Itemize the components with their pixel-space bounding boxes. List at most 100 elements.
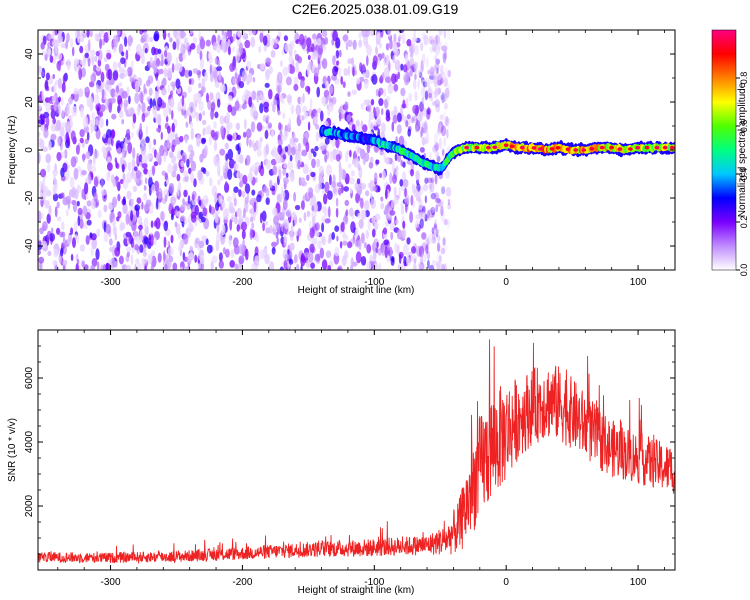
noise-speckle (286, 208, 292, 218)
noise-speckle (311, 158, 316, 169)
noise-speckle (362, 156, 366, 166)
noise-speckle (232, 46, 235, 53)
noise-speckle (439, 200, 444, 208)
noise-speckle (429, 46, 435, 54)
noise-speckle (74, 233, 78, 240)
noise-speckle (188, 70, 193, 77)
noise-speckle (420, 130, 423, 138)
noise-speckle (127, 141, 133, 154)
noise-speckle (118, 67, 125, 73)
noise-speckle (163, 220, 169, 232)
noise-speckle (174, 221, 178, 228)
noise-speckle (132, 185, 138, 193)
noise-speckle (106, 52, 112, 60)
noise-speckle (297, 228, 302, 237)
noise-speckle (40, 124, 45, 131)
noise-speckle (143, 168, 149, 175)
noise-speckle (228, 201, 234, 213)
noise-speckle (349, 187, 353, 194)
noise-speckle (150, 263, 154, 270)
noise-speckle (180, 41, 184, 52)
noise-speckle (62, 259, 68, 266)
noise-speckle (226, 134, 233, 141)
noise-speckle (402, 161, 406, 168)
noise-speckle (315, 131, 320, 142)
track-peak (669, 145, 675, 150)
noise-speckle (442, 51, 447, 61)
noise-speckle (360, 182, 367, 190)
noise-speckle (414, 107, 419, 117)
noise-speckle (167, 125, 171, 134)
noise-speckle (283, 259, 288, 270)
noise-speckle (290, 104, 295, 115)
noise-speckle (413, 61, 419, 69)
y-tick-label: 4000 (24, 430, 35, 453)
noise-speckle (347, 58, 352, 65)
noise-speckle (391, 256, 395, 263)
noise-speckle (437, 198, 441, 207)
noise-speckle (343, 68, 349, 76)
noise-speckle (227, 168, 233, 181)
noise-speckle (331, 181, 337, 188)
noise-speckle (360, 197, 364, 209)
noise-speckle (136, 197, 142, 204)
noise-speckle (434, 88, 441, 96)
noise-speckle (210, 130, 216, 139)
noise-speckle (38, 131, 41, 138)
x-tick-label: -300 (101, 277, 121, 288)
noise-speckle (428, 92, 433, 99)
noise-speckle (436, 260, 442, 270)
noise-speckle (393, 41, 397, 53)
noise-speckle (406, 39, 412, 47)
noise-speckle (160, 131, 163, 140)
noise-speckle (151, 184, 156, 193)
noise-speckle (73, 167, 79, 180)
noise-speckle (344, 199, 350, 207)
noise-speckle (163, 250, 166, 263)
noise-speckle (294, 204, 301, 211)
noise-speckle (276, 237, 279, 245)
noise-speckle (434, 218, 438, 227)
y-tick-label: -40 (24, 238, 35, 253)
noise-speckle (170, 213, 174, 221)
track-peak (509, 144, 515, 149)
noise-speckle (335, 49, 340, 59)
noise-speckle (148, 140, 152, 150)
noise-speckle (95, 248, 100, 261)
noise-speckle (389, 246, 393, 258)
noise-speckle (369, 156, 374, 163)
noise-speckle (227, 95, 233, 102)
noise-speckle (359, 62, 363, 72)
noise-speckle (257, 140, 263, 149)
noise-speckle (119, 109, 124, 119)
noise-speckle (396, 112, 402, 123)
noise-speckle (43, 128, 49, 139)
noise-speckle (378, 87, 384, 96)
noise-speckle (217, 34, 221, 43)
noise-speckle (428, 35, 433, 45)
noise-speckle (117, 193, 121, 202)
noise-speckle (350, 221, 356, 234)
noise-speckle (161, 102, 167, 109)
noise-speckle (339, 49, 342, 58)
noise-speckle (74, 188, 79, 200)
noise-speckle (389, 39, 393, 50)
noise-speckle (218, 71, 222, 81)
noise-speckle (178, 231, 182, 240)
noise-speckle (87, 57, 91, 67)
noise-speckle (93, 154, 96, 166)
noise-speckle (324, 181, 330, 194)
noise-speckle (245, 154, 251, 166)
noise-speckle (96, 106, 100, 116)
noise-speckle (342, 230, 346, 240)
noise-speckle (272, 165, 278, 176)
noise-speckle (321, 96, 327, 105)
noise-speckle (395, 165, 399, 172)
noise-speckle (236, 207, 242, 218)
noise-speckle (369, 30, 376, 37)
noise-speckle (415, 219, 420, 229)
noise-speckle (445, 218, 451, 226)
noise-speckle (268, 89, 273, 100)
noise-speckle (167, 32, 171, 38)
noise-speckle (297, 159, 301, 170)
